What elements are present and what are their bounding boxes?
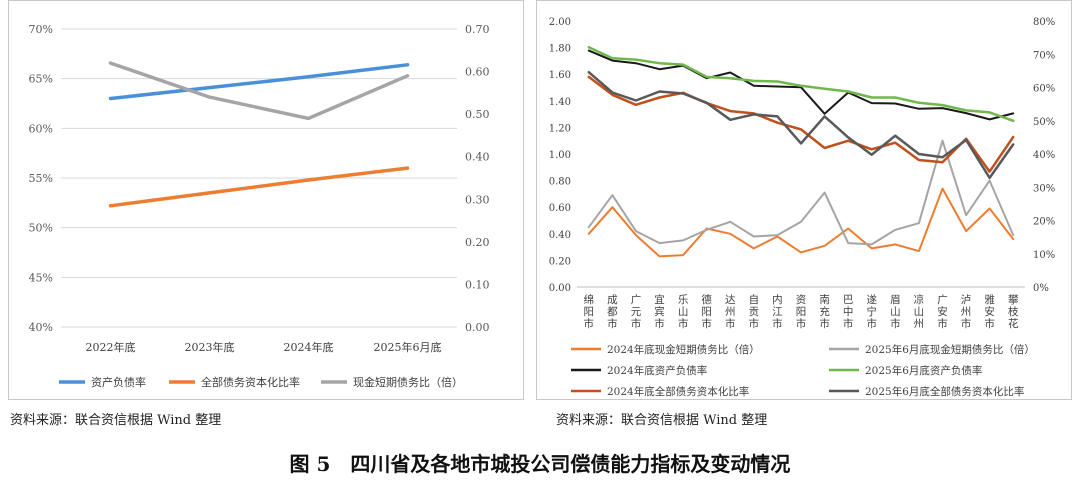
- y-left-tick-label: 2.00: [549, 17, 571, 28]
- y-right-tick-label: 0.60: [465, 66, 490, 79]
- y-left-tick-label: 0.40: [549, 230, 571, 241]
- series-line: [108, 166, 410, 208]
- source-note-right: 资料来源：联合资信根据 Wind 整理: [556, 413, 768, 428]
- y-left-tick-label: 40%: [29, 321, 53, 334]
- x-tick-label: 内江市: [772, 293, 783, 330]
- y-left-tick-label: 70%: [29, 23, 53, 36]
- x-tick-label: 绵阳市: [584, 293, 595, 330]
- y-left-tick-label: 1.40: [549, 97, 571, 108]
- y-right-tick-label: 20%: [1033, 217, 1055, 228]
- y-right-tick-label: 80%: [1033, 17, 1055, 28]
- y-right-tick-label: 0.40: [465, 151, 490, 164]
- legend-label: 现金短期债务比（倍）: [353, 375, 463, 389]
- left-chart: 40% 45% 50% 55% 60% 65% 70% 0.00 0.10 0.20 0.30 0.4…: [29, 23, 490, 389]
- y-left-tick-label: 65%: [29, 73, 53, 86]
- series-line: [587, 46, 1015, 123]
- y-right-tick-label: 30%: [1033, 183, 1055, 194]
- x-tick-label: 资阳市: [796, 294, 807, 330]
- x-tick-label: 凉山州: [914, 293, 925, 330]
- figure-caption: 图 5 四川省及各地市城投公司偿债能力指标及变动情况: [289, 452, 791, 476]
- x-tick-label: 眉山市: [890, 294, 901, 330]
- series-line: [108, 63, 410, 101]
- y-left-tick-label: 45%: [29, 271, 53, 284]
- x-tick-label: 雅安市: [984, 293, 995, 330]
- x-tick-label: 攀枝花: [1008, 293, 1019, 330]
- y-left-tick-label: 1.00: [549, 150, 571, 161]
- x-tick-label: 2025年6月底: [374, 340, 442, 354]
- y-right-tick-label: 50%: [1033, 117, 1055, 128]
- y-right-tick-label: 40%: [1033, 150, 1055, 161]
- legend-label: 2024年底资产负债率: [607, 364, 707, 377]
- y-right-tick-label: 0.50: [465, 108, 490, 121]
- x-tick-label: 泸州市: [961, 294, 972, 330]
- left-chart-panel: 40% 45% 50% 55% 60% 65% 70% 0.00 0.10 0.20 0.30 0.4…: [8, 0, 524, 400]
- right-chart: 0.00 0.20 0.40 0.60 0.80 1.00 1.20 1.40 1.60 1.80…: [549, 17, 1056, 398]
- legend-label: 2024年底全部债务资本化比率: [607, 385, 749, 398]
- y-right-tick-label: 0.30: [465, 193, 490, 206]
- series-line: [587, 70, 1015, 180]
- x-tick-label: 2023年底: [185, 340, 235, 354]
- legend-label: 2025年6月底全部债务资本化比率: [865, 385, 1024, 398]
- series-line: [108, 61, 410, 121]
- legend-label: 2024年底现金短期债务比（倍）: [607, 343, 760, 356]
- x-tick-label: 广元市: [631, 294, 642, 330]
- y-left-tick-label: 0.20: [549, 256, 571, 267]
- y-left-tick-label: 60%: [29, 122, 53, 135]
- y-right-tick-label: 0.00: [465, 321, 490, 334]
- x-tick-label: 德阳市: [701, 293, 712, 330]
- y-right-tick-label: 0%: [1033, 283, 1049, 294]
- right-chart-panel: 0.00 0.20 0.40 0.60 0.80 1.00 1.20 1.40 1.60 1.80…: [536, 0, 1072, 400]
- x-tick-label: 自贡市: [749, 293, 760, 330]
- y-right-tick-label: 10%: [1033, 250, 1055, 261]
- series-line: [587, 49, 1015, 121]
- y-right-tick-label: 60%: [1033, 84, 1055, 95]
- y-left-tick-label: 0.80: [549, 177, 571, 188]
- y-right-tick-label: 70%: [1033, 50, 1055, 61]
- y-left-tick-label: 1.60: [549, 70, 571, 81]
- y-left-tick-label: 50%: [29, 222, 53, 235]
- y-left-tick-label: 1.80: [549, 44, 571, 55]
- source-note-left: 资料来源：联合资信根据 Wind 整理: [10, 413, 222, 428]
- y-left-tick-label: 55%: [29, 172, 53, 185]
- series-line: [587, 139, 1015, 246]
- x-tick-label: 乐山市: [678, 294, 689, 330]
- x-tick-label: 成都市: [607, 294, 618, 330]
- x-tick-label: 宜宾市: [654, 293, 665, 330]
- legend-label: 2025年6月底资产负债率: [865, 364, 982, 377]
- series-line: [587, 75, 1015, 173]
- x-tick-label: 遂宁市: [866, 293, 877, 330]
- legend-label: 资产负债率: [91, 375, 146, 389]
- x-tick-label: 巴中市: [843, 294, 854, 330]
- y-left-tick-label: 0.00: [549, 283, 571, 294]
- legend-label: 2025年6月底现金短期债务比（倍）: [865, 343, 1035, 356]
- y-right-tick-label: 0.10: [465, 278, 490, 291]
- y-right-tick-label: 0.70: [465, 23, 490, 36]
- x-tick-label: 2022年底: [86, 340, 136, 354]
- x-tick-label: 2024年底: [284, 340, 334, 354]
- y-left-tick-label: 1.20: [549, 123, 571, 134]
- x-tick-label: 广安市: [937, 294, 948, 330]
- x-tick-label: 达州市: [725, 294, 736, 330]
- series-line: [587, 187, 1015, 258]
- y-right-tick-label: 0.20: [465, 236, 490, 249]
- x-tick-label: 南充市: [819, 293, 830, 330]
- legend-label: 全部债务资本化比率: [201, 375, 300, 389]
- y-left-tick-label: 0.60: [549, 203, 571, 214]
